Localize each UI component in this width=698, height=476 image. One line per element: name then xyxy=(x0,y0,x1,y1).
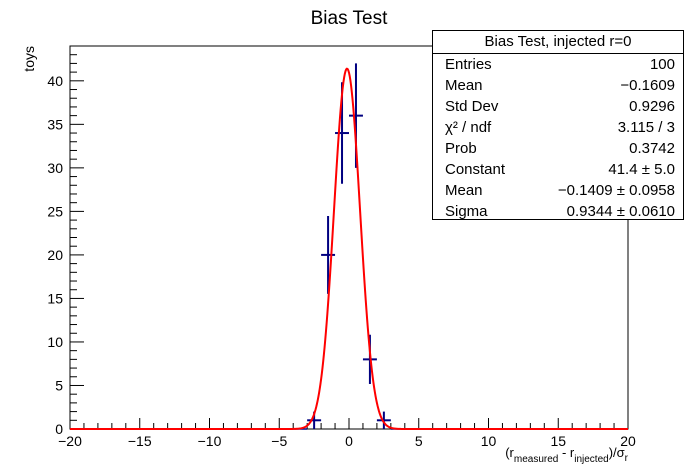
data-point xyxy=(321,215,336,294)
stats-row-label: Constant xyxy=(445,161,506,178)
stats-row: Mean −0.1409 ± 0.0958 xyxy=(433,180,683,201)
data-point xyxy=(376,411,391,429)
y-tick-label: 10 xyxy=(47,334,63,350)
x-tick-label: 10 xyxy=(481,433,497,449)
stats-row-label: χ² / ndf xyxy=(445,119,492,136)
stats-row: Entries 100 xyxy=(433,54,683,75)
chart-title: Bias Test xyxy=(311,8,388,29)
x-axis-label: (rmeasured - rinjected)/σr xyxy=(505,445,628,465)
gaussian-fit-curve xyxy=(70,67,628,430)
x-tick-label: 5 xyxy=(415,433,423,449)
stats-row: Sigma 0.9344 ± 0.0610 xyxy=(433,201,683,222)
stats-row-value: −0.1609 xyxy=(620,77,675,94)
stats-box: Bias Test, injected r=0 Entries 100 Mean −0… xyxy=(432,30,684,220)
stats-row: Prob 0.3742 xyxy=(433,138,683,159)
x-tick-label: −15 xyxy=(128,433,152,449)
stats-row-label: Sigma xyxy=(445,203,488,220)
stats-row-label: Mean xyxy=(445,77,483,94)
x-tick-label: 20 xyxy=(620,433,636,449)
stats-row-value: −0.1409 ± 0.0958 xyxy=(557,182,675,199)
stats-row: Constant 41.4 ± 5.0 xyxy=(433,159,683,180)
y-axis-label: toys xyxy=(21,46,37,72)
x-tick-label: 0 xyxy=(345,433,353,449)
y-tick-label: 25 xyxy=(47,203,63,219)
stats-row: Mean −0.1609 xyxy=(433,75,683,96)
y-tick-label: 40 xyxy=(47,73,63,89)
stats-row-label: Entries xyxy=(445,56,492,73)
y-tick-label: 0 xyxy=(55,421,63,437)
stats-row-value: 3.115 / 3 xyxy=(617,119,675,136)
stats-row-label: Mean xyxy=(445,182,483,199)
stats-row-label: Std Dev xyxy=(445,98,499,115)
stats-row: χ² / ndf 3.115 / 3 xyxy=(433,117,683,138)
x-tick-label: −10 xyxy=(198,433,222,449)
x-tick-label: −5 xyxy=(271,433,287,449)
stats-row-label: Prob xyxy=(445,140,477,157)
y-tick-label: 30 xyxy=(47,160,63,176)
stats-row-value: 0.3742 xyxy=(629,140,675,157)
y-tick-label: 5 xyxy=(55,377,63,393)
y-tick-label: 15 xyxy=(47,290,63,306)
stats-row: Std Dev 0.9296 xyxy=(433,96,683,117)
y-tick-label: 35 xyxy=(47,116,63,132)
y-tick-label: 20 xyxy=(47,247,63,263)
x-tick-label: 15 xyxy=(550,433,566,449)
stats-row-value: 0.9344 ± 0.0610 xyxy=(566,203,675,220)
x-tick-label: −20 xyxy=(58,433,82,449)
stats-row-value: 100 xyxy=(649,56,675,73)
stats-row-value: 41.4 ± 5.0 xyxy=(608,161,675,178)
stats-rows: Entries 100 Mean −0.1609 Std Dev 0.9296 χ² / n… xyxy=(433,54,683,222)
stats-box-title: Bias Test, injected r=0 xyxy=(433,31,683,54)
stats-row-value: 0.9296 xyxy=(629,98,675,115)
